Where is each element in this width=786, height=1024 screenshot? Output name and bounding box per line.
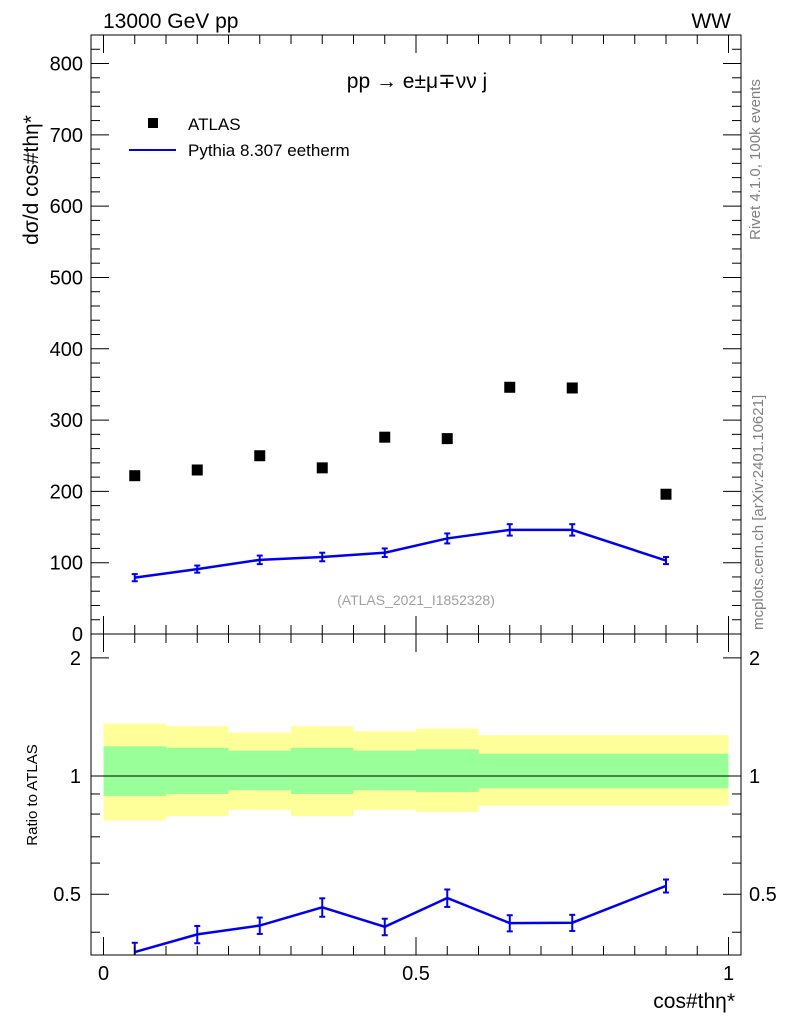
atlas-marker [316,462,328,474]
ratio-y-tick-label-right: 0.5 [749,884,777,906]
atlas-marker [441,433,453,445]
ratio-y-tick-label: 2 [70,648,81,670]
main-y-ticks: 0 100 200 300 400 500 600 700 800 [50,34,741,646]
plot-title: pp → e±μ∓νν j [347,70,487,93]
ratio-ticks: 0 0.5 1 0.5 0.5 1 1 2 2 [53,634,777,985]
main-y-axis-label: dσ/d cos#thη* [20,115,43,245]
atlas-marker [254,450,266,462]
energy-label: 13000 GeV pp [103,10,238,33]
main-y-tick-label: 700 [50,125,83,147]
process-tag: WW [691,10,731,33]
main-series [129,381,672,583]
ratio-x-tick-label: 0.5 [402,963,430,985]
main-y-tick-label: 0 [72,624,83,646]
ratio-y-tick-label: 0.5 [53,884,81,906]
main-y-tick-label: 400 [50,339,83,361]
ratio-series [131,878,669,955]
rivet-label: Rivet 4.1.0, 100k events [747,79,764,240]
ratio-y-tick-label-right: 2 [749,648,760,670]
atlas-marker [191,464,203,476]
atlas-marker [566,382,578,394]
main-x-ticks [103,35,729,634]
watermark-label: (ATLAS_2021_I1852328) [337,592,495,608]
ratio-band-green [603,753,729,789]
main-y-tick-label: 300 [50,410,83,432]
ratio-panel: 0 0.5 1 0.5 0.5 1 1 2 2 Ratio to ATLAS cos#thη* [24,633,777,1013]
ratio-band-green [353,750,416,791]
ratio-band-green [103,746,166,796]
atlas-marker [504,381,516,393]
atlas-marker [129,470,141,482]
ratio-band-green [541,753,604,789]
main-y-tick-label: 200 [50,481,83,503]
main-y-tick-label: 500 [50,267,83,289]
ratio-band-green [291,747,354,794]
ratio-band-green [478,753,541,789]
main-y-tick-label: 100 [50,553,83,575]
ratio-x-tick-label: 0 [98,963,109,985]
ratio-y-tick-label: 1 [70,766,81,788]
legend-pythia-label: Pythia 8.307 eetherm [188,141,350,160]
legend-atlas-label: ATLAS [188,115,241,134]
ratio-band-green [166,747,229,794]
ratio-line [134,884,667,954]
mcplots-label: mcplots.cern.ch [arXiv:2401.10621] [750,395,767,630]
ratio-band-green [416,749,479,793]
ratio-bands [103,723,729,821]
ratio-y-tick-label-right: 1 [749,766,760,788]
legend: ATLAS Pythia 8.307 eetherm [129,115,350,160]
atlas-marker [660,488,672,500]
ratio-frame [90,633,742,956]
main-y-tick-label: 800 [50,54,83,76]
ratio-x-tick-label: 1 [723,963,734,985]
legend-atlas-marker [148,118,158,128]
atlas-marker [379,431,391,443]
x-axis-label: cos#thη* [653,990,735,1013]
pythia-line [134,528,667,579]
ratio-band-green [228,750,291,791]
main-y-tick-label: 600 [50,196,83,218]
ratio-y-axis-label: Ratio to ATLAS [24,744,41,845]
